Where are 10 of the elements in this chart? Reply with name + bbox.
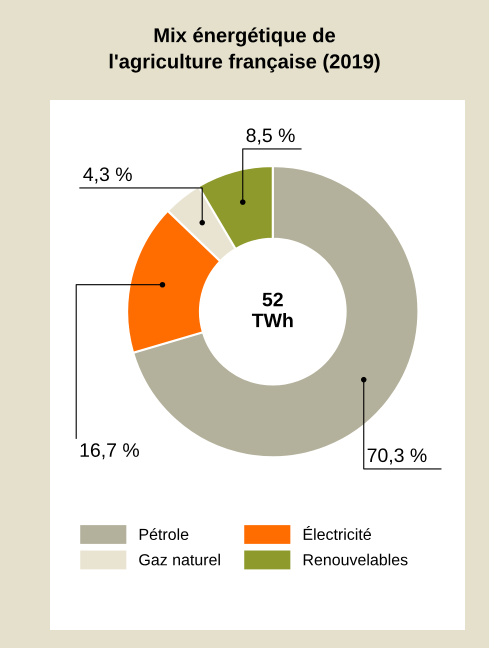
data-label: 70,3 % [368, 448, 426, 464]
legend-label: Électricité [304, 526, 371, 540]
legend-label: Renouvelables [304, 554, 408, 566]
text: 52 TWh [252, 292, 293, 328]
chart-title: Mix énergétique de l'agriculture française (2019) [110, 27, 380, 73]
data-label: 16,7 % [80, 443, 139, 460]
legend-label: Gaz naturel [139, 554, 220, 566]
data-label: 8,5 % [246, 128, 295, 144]
legend-label: Pétrole [140, 528, 188, 540]
data-label: 4,3 % [83, 167, 132, 184]
